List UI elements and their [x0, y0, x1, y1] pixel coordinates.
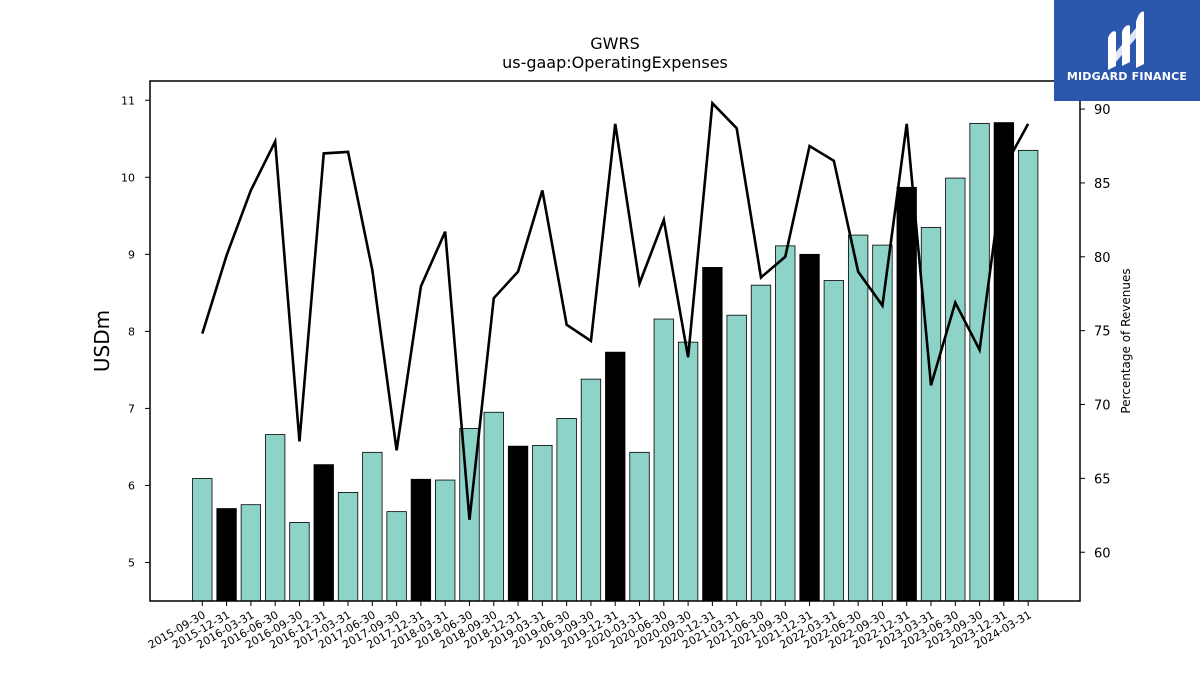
y-tick-label: 10 [121, 171, 135, 184]
bar-2017-09-30 [386, 511, 407, 602]
bar-2020-06-30 [653, 318, 674, 602]
bar-2022-03-31 [823, 280, 844, 602]
percentage-line-series [201, 100, 1030, 520]
chart-title-line-2: us-gaap:OperatingExpenses [502, 53, 728, 72]
bar-2019-03-31 [532, 444, 553, 602]
bar-2018-12-31 [507, 445, 529, 602]
bar-2020-03-31 [629, 451, 650, 602]
midgard-logo-icon [1108, 11, 1144, 70]
left-y-axis: 5 6 7 8 9 10 11 [121, 94, 150, 569]
bar-2015-12-31 [216, 508, 237, 602]
bar-2017-12-31 [410, 478, 432, 602]
y2-tick-label: 75 [1094, 325, 1111, 340]
bar-2020-12-31 [702, 267, 723, 602]
bar-2019-12-31 [605, 351, 626, 602]
y2-tick-label: 85 [1094, 177, 1111, 192]
bar-2024-03-31 [1018, 149, 1039, 602]
y-tick-label: 6 [128, 479, 135, 492]
bar-2018-03-31 [435, 479, 456, 602]
y-axis-label-right: Percentage of Revenues [1119, 268, 1133, 413]
y-tick-label: 5 [128, 556, 135, 569]
bar-2021-12-31 [799, 253, 820, 602]
y2-tick-label: 80 [1094, 251, 1111, 266]
bar-2016-12-31 [313, 464, 334, 602]
bar-2022-12-31 [896, 186, 917, 602]
bar-2019-06-30 [556, 418, 577, 602]
bar-2021-09-30 [775, 245, 796, 602]
bar-2023-09-30 [969, 122, 990, 602]
bar-2022-06-30 [847, 234, 869, 602]
y-axis-label-left: USDm [90, 310, 114, 372]
bar-2016-09-30 [289, 522, 310, 602]
bar-2023-06-30 [945, 177, 966, 602]
bar-2023-03-31 [920, 226, 942, 602]
bar-2016-03-31 [240, 504, 262, 602]
chart-title-line-1: GWRS [590, 34, 640, 53]
y-tick-label: 11 [121, 94, 135, 107]
bar-2021-03-31 [726, 314, 747, 602]
bar-2015-09-30 [192, 478, 213, 602]
bar-2017-03-31 [337, 491, 359, 602]
midgard-finance-logo: MIDGARD FINANCE [1054, 0, 1200, 101]
y2-tick-label: 70 [1094, 399, 1111, 414]
x-axis: 2015-09-302015-12-312016-03-312016-06-30… [146, 601, 1034, 652]
bar-series [192, 122, 1039, 602]
y2-tick-label: 90 [1094, 103, 1111, 118]
bar-2023-12-31 [993, 122, 1015, 602]
percentage-of-revenues-line [201, 100, 1030, 520]
y2-tick-label: 65 [1094, 472, 1111, 487]
y-tick-label: 9 [128, 248, 135, 261]
bar-2019-09-30 [580, 378, 602, 602]
logo-text: MIDGARD FINANCE [1066, 70, 1188, 83]
bar-2021-06-30 [750, 284, 772, 602]
right-y-axis: 60 65 70 75 80 85 90 [1080, 103, 1111, 561]
bar-2017-06-30 [362, 451, 383, 602]
y-tick-label: 7 [128, 402, 135, 415]
bar-2018-09-30 [483, 411, 504, 602]
bar-2020-09-30 [677, 341, 699, 602]
y-tick-label: 8 [128, 325, 135, 338]
bar-2016-06-30 [265, 434, 286, 602]
y2-tick-label: 60 [1094, 546, 1111, 561]
